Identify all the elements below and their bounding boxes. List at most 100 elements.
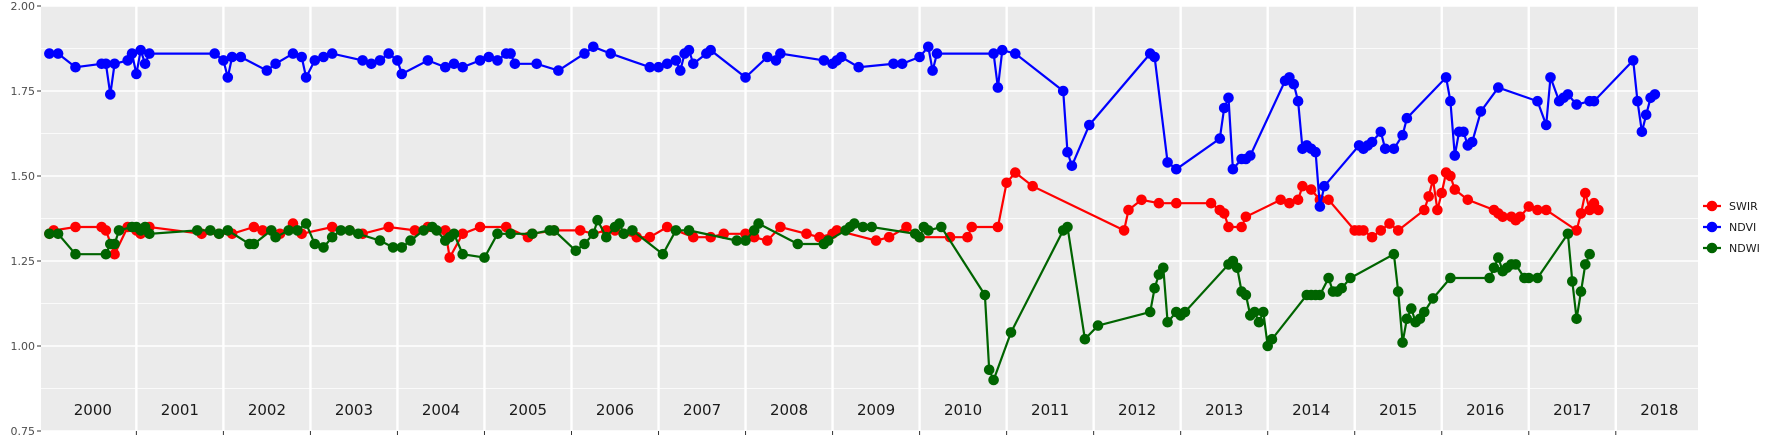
year-label: 2002	[248, 401, 286, 419]
ndvi-point	[474, 55, 486, 66]
ndvi-point	[1223, 92, 1234, 104]
ndvi-point	[896, 58, 908, 70]
swir-point	[1427, 174, 1439, 185]
ndwi-point	[983, 364, 995, 376]
swir-point	[1423, 191, 1434, 202]
ndwi-point	[579, 238, 590, 250]
swir-point	[1375, 225, 1387, 236]
ndvi-point	[931, 48, 943, 59]
ndvi-point	[888, 58, 899, 70]
ndvi-point	[209, 48, 220, 59]
y-tick-label: 1.25	[11, 255, 36, 268]
ndwi-point	[283, 225, 295, 236]
ndwi-point	[1488, 262, 1500, 274]
ndwi-point	[70, 248, 81, 260]
ndwi-point	[100, 248, 112, 260]
ndvi-point	[326, 48, 338, 59]
ndvi-point	[670, 55, 682, 66]
ndwi-point	[326, 231, 338, 243]
ndvi-point	[762, 51, 773, 63]
ndwi-point	[405, 235, 416, 246]
swir-point	[1436, 187, 1447, 199]
ndvi-point	[483, 51, 495, 63]
ndwi-point	[387, 242, 399, 253]
swir-point	[962, 231, 973, 243]
ndvi-point	[440, 61, 451, 73]
ndwi-point	[1484, 272, 1495, 284]
ndvi-point	[740, 72, 751, 83]
ndvi-point	[579, 48, 590, 59]
year-label: 2013	[1205, 401, 1243, 419]
ndwi-point	[1345, 272, 1356, 284]
swir-point	[1593, 204, 1604, 216]
ndwi-point	[866, 221, 877, 233]
swir-point	[444, 252, 456, 263]
ndvi-point	[218, 55, 229, 66]
ndvi-point	[1571, 99, 1582, 110]
swir-point	[326, 221, 338, 233]
ndwi-point	[396, 242, 408, 253]
ndvi-point	[383, 48, 395, 59]
ndwi-point	[683, 225, 695, 236]
swir-point	[1366, 231, 1378, 243]
swir-point	[1445, 170, 1456, 182]
ndvi-point	[1171, 163, 1182, 175]
ndvi-point	[261, 65, 273, 76]
swir-point	[1532, 204, 1543, 216]
ndvi-point	[1319, 180, 1330, 192]
swir-point	[1284, 197, 1295, 209]
ndvi-point	[1636, 126, 1648, 138]
ndvi-point	[509, 58, 521, 70]
legend-key-ndvi-point	[1706, 221, 1718, 233]
ndvi-point	[1057, 85, 1069, 97]
ndvi-point	[1379, 143, 1391, 155]
ndvi-point	[396, 68, 408, 80]
ndwi-point	[374, 235, 386, 246]
ndwi-point	[979, 289, 991, 301]
ndvi-point	[927, 65, 938, 76]
swir-point	[1514, 211, 1526, 223]
swir-point	[1540, 204, 1552, 216]
ndwi-point	[1266, 333, 1278, 345]
ndvi-point	[675, 65, 686, 76]
ndwi-point	[1253, 316, 1265, 328]
year-label: 2016	[1466, 401, 1504, 419]
swir-point	[1575, 208, 1587, 219]
ndwi-point	[44, 228, 55, 240]
ndvi-point	[1010, 48, 1021, 59]
ndvi-point	[1062, 146, 1073, 158]
y-tick-label: 1.00	[11, 340, 36, 353]
grid-lines	[41, 5, 1698, 432]
swir-point	[109, 248, 120, 260]
y-tick-label: 1.50	[11, 170, 36, 183]
swir-point	[1305, 184, 1317, 195]
ndwi-point	[418, 225, 429, 236]
ndwi-point	[1336, 282, 1347, 294]
ndwi-point	[1493, 252, 1504, 263]
ndwi-point	[1567, 276, 1578, 287]
ndwi-point	[588, 228, 599, 240]
ndvi-point	[357, 55, 368, 66]
swir-point	[901, 221, 912, 233]
y-tick-label: 1.75	[11, 85, 36, 98]
y-axis: 0.75 1.00 1.25 1.50 1.75 2.00	[11, 0, 1617, 438]
ndvi-point	[992, 82, 1004, 93]
ndwi-point	[1249, 306, 1260, 318]
ndvi-point	[644, 61, 656, 73]
swir-point	[661, 221, 673, 233]
ndwi-point	[570, 245, 582, 257]
ndwi-point	[1575, 286, 1587, 297]
ndwi-point	[1401, 313, 1413, 325]
ndwi-point	[527, 228, 538, 240]
ndvi-point	[1227, 163, 1239, 175]
ndvi-point	[139, 58, 151, 70]
ndwi-point	[1571, 313, 1582, 325]
swir-point	[1240, 211, 1252, 223]
swir-point	[1010, 167, 1021, 178]
ndwi-point	[318, 242, 329, 253]
ndvi-point	[853, 61, 864, 73]
legend-label-ndvi: NDVI	[1729, 221, 1756, 234]
legend-key-swir-point	[1706, 200, 1718, 212]
ndvi-point	[374, 55, 386, 66]
